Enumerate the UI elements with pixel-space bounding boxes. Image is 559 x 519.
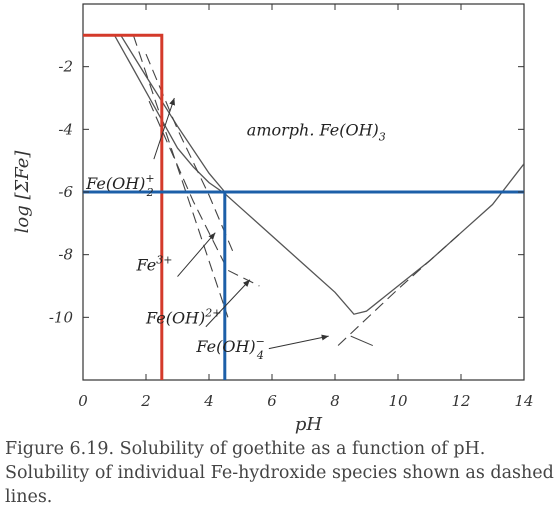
species-dashed-line-3 xyxy=(132,35,229,318)
pointer-arrow-2 xyxy=(205,279,251,328)
species-dashed-line-2 xyxy=(145,53,235,255)
x-tick-label: 0 xyxy=(78,392,88,410)
species-label-3: Fe(OH)2+ xyxy=(145,307,221,328)
x-tick-label: 8 xyxy=(330,392,340,410)
y-tick-label: -2 xyxy=(58,58,73,76)
y-tick-label: -10 xyxy=(49,308,74,326)
species-label-4: Fe(OH)− 4 xyxy=(195,335,264,362)
pointer-arrow-0 xyxy=(153,97,175,160)
pointer-arrow-1 xyxy=(177,232,216,277)
x-tick-label: 10 xyxy=(388,392,408,410)
species-dashed-line-4 xyxy=(148,100,260,287)
x-tick-label: 2 xyxy=(140,392,151,410)
species-label-0: amorph. Fe(OH)3 xyxy=(247,121,386,144)
x-tick-label: 12 xyxy=(451,392,470,410)
x-tick-label: 14 xyxy=(514,392,533,410)
solubility-curve-0 xyxy=(113,34,524,315)
y-axis-title: log [ΣFe] xyxy=(12,150,33,234)
y-tick-label: -4 xyxy=(58,120,73,138)
pointer-arrow-3 xyxy=(268,334,329,350)
minimum-marker xyxy=(350,335,373,346)
figure-caption: Figure 6.19. Solubility of goethite as a… xyxy=(5,439,554,507)
species-dashed-line-5 xyxy=(337,232,462,346)
reference-line-0 xyxy=(83,33,164,380)
x-tick-label: 4 xyxy=(203,392,214,410)
species-label-1: Fe(OH)+ 2 xyxy=(85,172,154,199)
solubility-curve-1 xyxy=(120,34,226,193)
y-tick-label: -8 xyxy=(58,246,73,264)
solubility-chart: 0 2 4 6 8 10 12 14 -2 -4 -6 -8 -10 pH log [ΣFe] amorph… xyxy=(12,3,534,435)
x-tick-label: 6 xyxy=(267,392,277,410)
x-axis-title: pH xyxy=(295,414,323,435)
species-label-2: Fe3+ xyxy=(136,253,173,274)
y-tick-label: -6 xyxy=(58,183,73,201)
